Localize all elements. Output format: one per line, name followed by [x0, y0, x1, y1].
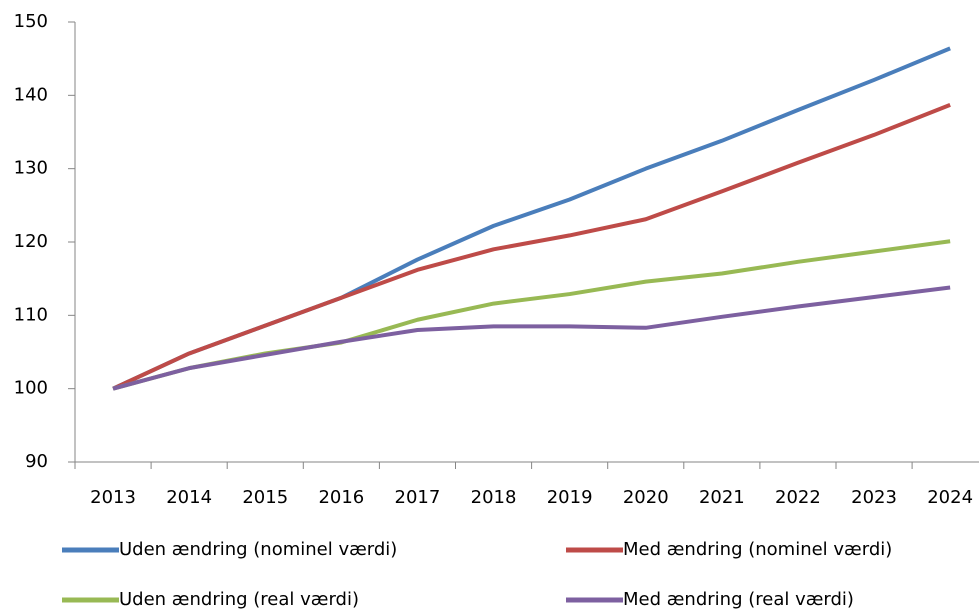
- x-tick-label: 2023: [851, 487, 897, 508]
- y-tick-label: 90: [25, 451, 48, 472]
- x-tick-label: 2016: [318, 487, 364, 508]
- legend-label: Uden ændring (nominel værdi): [119, 539, 397, 560]
- y-tick-label: 140: [14, 84, 48, 105]
- series-line: [112, 46, 951, 391]
- x-tick-label: 2013: [90, 487, 136, 508]
- legend-label: Uden ændring (real værdi): [119, 589, 359, 610]
- x-tick-label: 2019: [547, 487, 593, 508]
- y-tick-label: 100: [14, 378, 48, 399]
- x-tick-label: 2021: [699, 487, 745, 508]
- y-tick-label: 150: [14, 11, 48, 32]
- x-tick-label: 2018: [471, 487, 517, 508]
- x-tick-label: 2015: [242, 487, 288, 508]
- legend-label: Med ændring (real værdi): [623, 589, 854, 610]
- x-tick-label: 2017: [395, 487, 441, 508]
- series-line: [112, 285, 951, 391]
- y-tick-label: 110: [14, 304, 48, 325]
- y-tick-label: 130: [14, 158, 48, 179]
- legend-label: Med ændring (nominel værdi): [623, 539, 892, 560]
- x-tick-label: 2022: [775, 487, 821, 508]
- x-tick-label: 2024: [927, 487, 973, 508]
- y-tick-label: 120: [14, 231, 48, 252]
- series-line: [112, 239, 951, 391]
- series-line: [112, 103, 951, 391]
- x-tick-label: 2020: [623, 487, 669, 508]
- x-tick-label: 2014: [166, 487, 212, 508]
